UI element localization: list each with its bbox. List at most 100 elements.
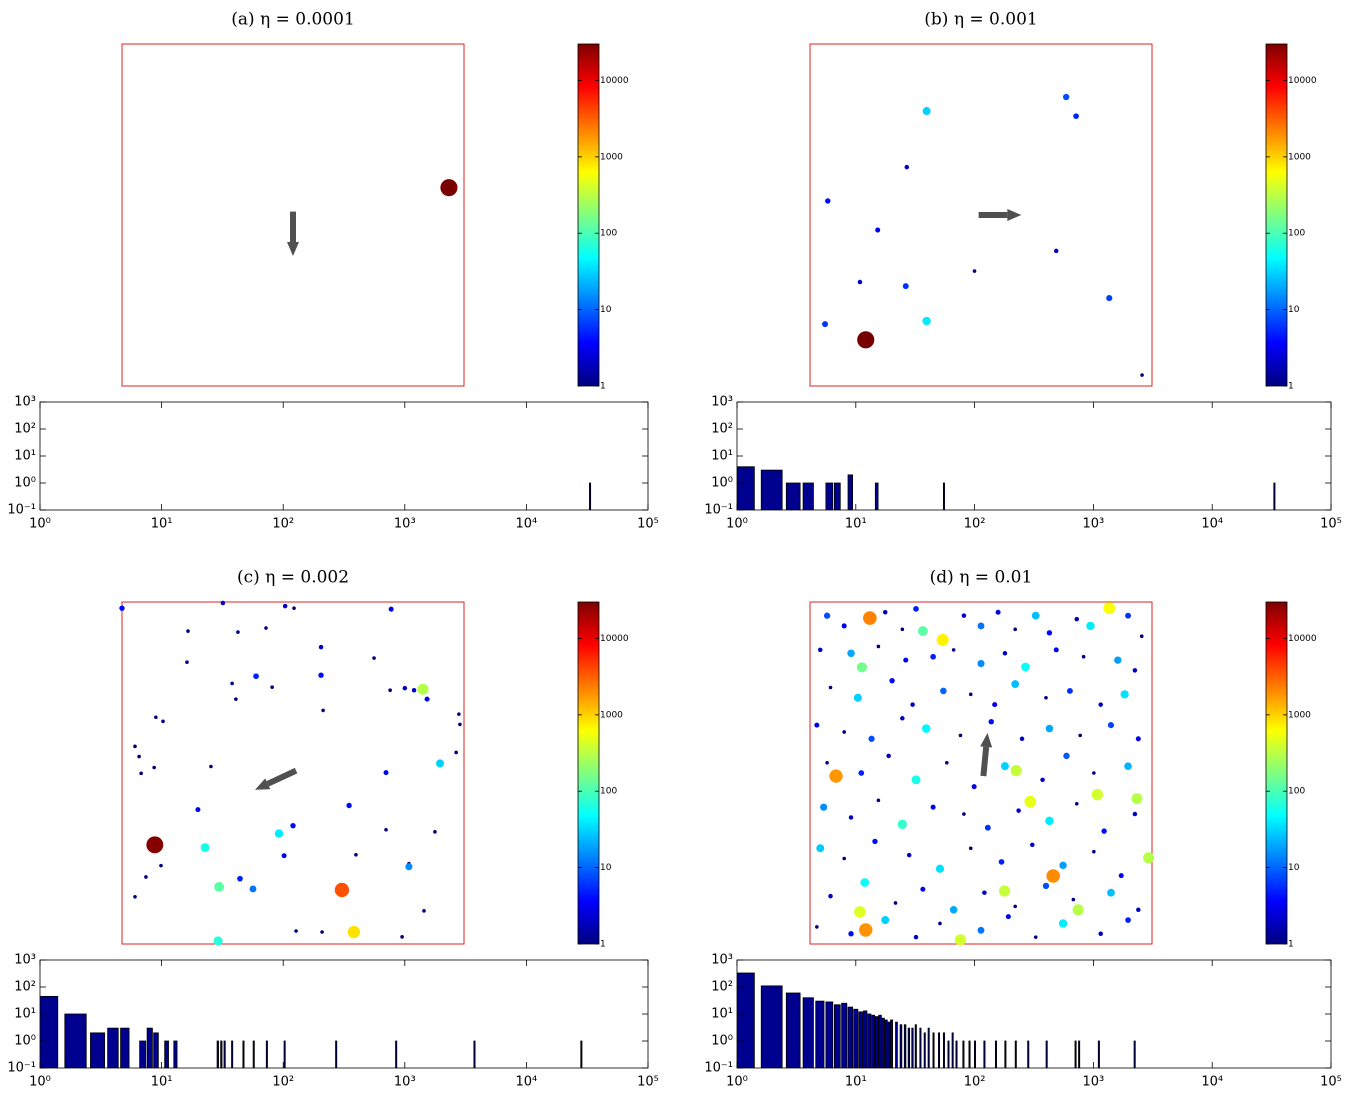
cluster <box>822 321 829 328</box>
x-tick-label: 10¹ <box>151 1075 173 1090</box>
cluster <box>405 863 413 871</box>
hist-bar <box>1045 1040 1048 1068</box>
hist-bar <box>914 1024 917 1068</box>
cluster <box>1118 873 1124 879</box>
colorbar-tick-label: 10 <box>1288 305 1300 315</box>
cluster <box>1013 904 1017 909</box>
hist-bar <box>785 992 801 1068</box>
cluster <box>186 629 190 633</box>
cluster <box>913 934 919 940</box>
hist-bar <box>874 1016 879 1068</box>
cluster <box>872 838 878 845</box>
cluster <box>1092 771 1096 775</box>
x-tick-label: 10⁵ <box>1320 517 1342 532</box>
y-tick-label: 10¹ <box>14 449 36 464</box>
colorbar-tick-label: 10000 <box>1288 76 1317 86</box>
x-tick-label: 10⁴ <box>516 1075 538 1090</box>
cluster <box>922 316 931 326</box>
cluster <box>237 875 243 882</box>
cluster <box>828 893 833 899</box>
cluster <box>1078 733 1082 738</box>
x-tick-label: 10² <box>964 517 986 532</box>
colorbar-tick-label: 1 <box>1288 382 1294 392</box>
colorbar-tick-label: 10000 <box>600 76 629 86</box>
cluster <box>236 630 240 634</box>
hist-bar <box>802 482 814 510</box>
x-tick-label: 10³ <box>394 1075 416 1090</box>
y-tick-label: 10³ <box>14 395 36 410</box>
cluster <box>857 279 863 285</box>
cluster <box>825 760 829 765</box>
cluster <box>1033 935 1038 939</box>
cluster <box>264 626 268 630</box>
cluster <box>290 822 296 829</box>
hist-bar <box>164 1040 169 1068</box>
cluster <box>842 856 846 861</box>
hist-bar <box>220 1040 223 1068</box>
cluster <box>900 627 905 632</box>
cluster <box>998 859 1005 865</box>
cluster <box>1124 762 1132 770</box>
colorbar-tick-label: 1 <box>600 382 606 392</box>
hist-bar <box>890 1019 893 1068</box>
y-tick-label: 10¹ <box>711 1007 733 1022</box>
cluster <box>1136 907 1141 913</box>
cluster <box>388 688 392 693</box>
cluster <box>995 609 1001 615</box>
hist-bar <box>737 466 755 510</box>
cluster <box>886 753 891 759</box>
y-tick-label: 10⁰ <box>14 1034 36 1049</box>
cluster <box>1030 842 1035 848</box>
y-tick-label: 10⁻¹ <box>7 503 36 518</box>
hist-bar <box>223 1040 226 1068</box>
cluster <box>1107 888 1115 897</box>
cluster <box>1024 795 1037 808</box>
hist-bar <box>283 1040 286 1068</box>
cluster <box>137 754 141 759</box>
cluster <box>938 921 942 926</box>
cluster <box>1106 295 1113 302</box>
plot-box <box>809 43 1153 387</box>
cluster <box>875 227 881 233</box>
x-tick-label: 10² <box>964 1075 986 1090</box>
cluster <box>876 798 881 803</box>
cluster <box>977 622 985 630</box>
y-tick-label: 10⁰ <box>711 1034 733 1049</box>
cluster <box>154 715 158 720</box>
cluster <box>910 702 915 707</box>
cluster <box>902 283 909 290</box>
hist-bar <box>881 1017 885 1068</box>
y-tick-label: 10⁰ <box>711 476 733 491</box>
hist-bar <box>785 482 801 510</box>
cluster <box>1143 852 1155 864</box>
cluster <box>911 775 921 785</box>
cluster <box>940 687 947 695</box>
x-tick-label: 10¹ <box>845 517 867 532</box>
cluster <box>820 803 828 811</box>
arrow-head <box>255 778 271 790</box>
hist-bar <box>833 1004 841 1068</box>
cluster <box>917 626 928 636</box>
hist-bar <box>760 469 783 510</box>
cluster <box>400 935 404 939</box>
cluster <box>152 765 156 770</box>
cluster <box>881 916 890 925</box>
colorbar <box>577 43 600 387</box>
colorbar-tick-label: 100 <box>600 787 617 797</box>
cluster <box>347 925 361 939</box>
cluster <box>998 885 1011 897</box>
cluster <box>274 829 284 838</box>
cluster <box>1005 914 1011 920</box>
plot-box <box>809 601 1153 945</box>
hist-bar <box>1074 1040 1077 1068</box>
cluster <box>1045 724 1054 733</box>
hist-bar <box>265 1040 268 1068</box>
cluster <box>858 770 865 776</box>
colorbar-tick-label: 100 <box>1288 229 1305 239</box>
y-tick-label: 10² <box>711 980 733 995</box>
histogram-bars <box>589 482 592 510</box>
hist-bar <box>858 1011 863 1068</box>
y-tick-label: 10⁻¹ <box>7 1061 36 1076</box>
hist-bar <box>919 1027 922 1068</box>
